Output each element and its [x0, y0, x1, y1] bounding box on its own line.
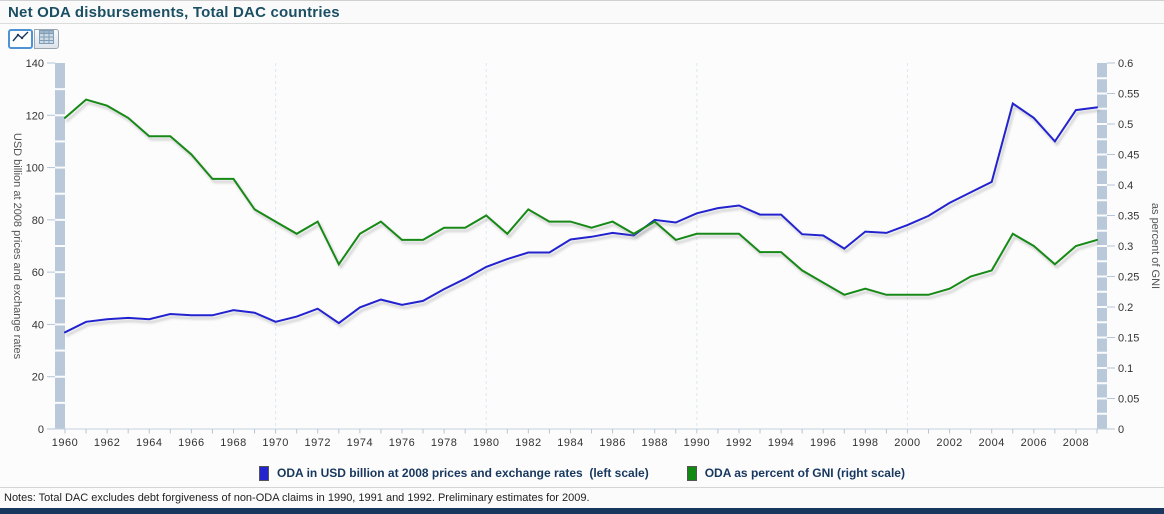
x-tick-label: 1968	[220, 437, 246, 449]
decade-gridlines	[275, 63, 908, 429]
legend-label-oda-gni: ODA as percent of GNI (right scale)	[704, 466, 905, 480]
right-tick-label: 0.25	[1118, 272, 1139, 284]
legend-item-oda-usd: ODA in USD billion at 2008 prices and ex…	[259, 465, 649, 481]
left-tick-label: 0	[38, 424, 44, 436]
x-tick-label: 1988	[641, 437, 667, 449]
series-line-oda-gni	[64, 98, 1098, 296]
left-tick-label: 60	[32, 267, 44, 279]
left-tick-label: 40	[32, 319, 44, 331]
right-tick-label: 0.4	[1118, 180, 1133, 192]
chart-canvas: 1960 1962 1964 1966 1968 1970 1972 1974 1976 1978…	[11, 58, 1161, 449]
right-tick-label: 0.6	[1118, 58, 1133, 70]
chart-view-button[interactable]	[8, 29, 33, 49]
right-tick-label: 0	[1118, 424, 1124, 436]
x-tick-label: 2008	[1063, 437, 1089, 449]
x-tick-label: 1996	[810, 437, 836, 449]
x-tick-label: 1992	[726, 437, 752, 449]
right-tick-label: 0.5	[1118, 119, 1133, 131]
x-tick-label: 1960	[52, 437, 78, 449]
chart-legend: ODA in USD billion at 2008 prices and ex…	[0, 461, 1164, 485]
x-tick-label: 1980	[473, 437, 499, 449]
x-tick-label: 1974	[347, 437, 373, 449]
header: Net ODA disbursements, Total DAC countri…	[0, 1, 1164, 24]
x-tick-label: 1994	[768, 437, 794, 449]
legend-item-oda-gni: ODA as percent of GNI (right scale)	[686, 465, 905, 481]
x-tick-label: 2000	[894, 437, 920, 449]
x-tick-label: 1998	[852, 437, 878, 449]
table-icon	[39, 29, 54, 49]
x-tick-label: 1984	[557, 437, 583, 449]
series-line-oda-usd	[64, 101, 1098, 334]
right-tick-label: 0.3	[1118, 241, 1133, 253]
right-tick-label: 0.2	[1118, 302, 1133, 314]
x-tick-label: 1962	[94, 437, 120, 449]
right-tick-label: 0.35	[1118, 211, 1139, 223]
right-tick-label: 0.05	[1118, 394, 1139, 406]
table-view-button[interactable]	[34, 29, 59, 49]
left-tick-label: 100	[26, 163, 44, 175]
bottom-bar	[0, 508, 1164, 514]
x-tick-label: 2004	[978, 437, 1004, 449]
notes-text: Notes: Total DAC excludes debt forgivene…	[0, 487, 1164, 508]
left-tick-label: 120	[26, 110, 44, 122]
x-tick-label: 1966	[178, 437, 204, 449]
x-tick-label: 1978	[431, 437, 457, 449]
x-tick-label: 1986	[599, 437, 625, 449]
right-axis-title: as percent of GNI	[1149, 203, 1161, 289]
series-lines	[64, 98, 1098, 334]
x-tick-label: 1970	[262, 437, 288, 449]
legend-swatch-oda-gni	[686, 465, 697, 481]
x-tick-label: 1982	[515, 437, 541, 449]
right-tick-label: 0.1	[1118, 363, 1133, 375]
left-tick-label: 20	[32, 372, 44, 384]
page-title: Net ODA disbursements, Total DAC countri…	[8, 4, 340, 21]
left-axis-title: USD billion at 2008 prices and exchange …	[11, 133, 23, 360]
legend-swatch-oda-usd	[259, 465, 270, 481]
right-tick-label: 0.55	[1118, 89, 1139, 101]
legend-label-oda-usd: ODA in USD billion at 2008 prices and ex…	[277, 466, 649, 480]
x-tick-label: 1972	[304, 437, 330, 449]
left-tick-label: 80	[32, 215, 44, 227]
axes: 1960 1962 1964 1966 1968 1970 1972 1974 1976 1978…	[11, 58, 1161, 449]
x-tick-label: 1964	[136, 437, 162, 449]
line-chart-icon	[12, 30, 29, 48]
x-tick-label: 2006	[1021, 437, 1047, 449]
x-tick-label: 2002	[936, 437, 962, 449]
view-toolbar	[8, 29, 59, 49]
right-tick-label: 0.15	[1118, 333, 1139, 345]
right-tick-label: 0.45	[1118, 150, 1139, 162]
x-tick-label: 1976	[389, 437, 415, 449]
left-tick-label: 140	[26, 58, 44, 70]
x-tick-label: 1990	[684, 437, 710, 449]
